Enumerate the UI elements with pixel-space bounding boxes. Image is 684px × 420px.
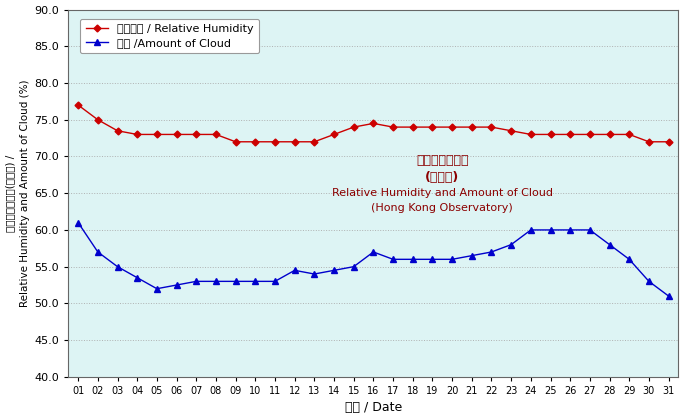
- Line: 相對濕度 / Relative Humidity: 相對濕度 / Relative Humidity: [76, 102, 671, 144]
- 雲量 /Amount of Cloud: [547, 227, 555, 232]
- 相對濕度 / Relative Humidity: [291, 139, 299, 144]
- 雲量 /Amount of Cloud: [330, 268, 338, 273]
- 相對濕度 / Relative Humidity: [468, 125, 476, 130]
- Line: 雲量 /Amount of Cloud: 雲量 /Amount of Cloud: [75, 219, 672, 299]
- 雲量 /Amount of Cloud: [94, 249, 102, 255]
- X-axis label: 日期 / Date: 日期 / Date: [345, 402, 402, 415]
- 雲量 /Amount of Cloud: [389, 257, 397, 262]
- Text: (天文台): (天文台): [425, 171, 460, 184]
- 相對濕度 / Relative Humidity: [94, 117, 102, 122]
- 相對濕度 / Relative Humidity: [311, 139, 319, 144]
- 雲量 /Amount of Cloud: [192, 279, 200, 284]
- 相對濕度 / Relative Humidity: [566, 132, 575, 137]
- 相對濕度 / Relative Humidity: [153, 132, 161, 137]
- 相對濕度 / Relative Humidity: [212, 132, 220, 137]
- 雲量 /Amount of Cloud: [645, 279, 653, 284]
- 雲量 /Amount of Cloud: [153, 286, 161, 291]
- 雲量 /Amount of Cloud: [448, 257, 456, 262]
- 雲量 /Amount of Cloud: [251, 279, 259, 284]
- 雲量 /Amount of Cloud: [566, 227, 575, 232]
- 雲量 /Amount of Cloud: [664, 294, 672, 299]
- 雲量 /Amount of Cloud: [271, 279, 279, 284]
- 雲量 /Amount of Cloud: [311, 271, 319, 276]
- 雲量 /Amount of Cloud: [488, 249, 496, 255]
- 雲量 /Amount of Cloud: [507, 242, 515, 247]
- 相對濕度 / Relative Humidity: [172, 132, 181, 137]
- 雲量 /Amount of Cloud: [625, 257, 633, 262]
- 相對濕度 / Relative Humidity: [271, 139, 279, 144]
- 相對濕度 / Relative Humidity: [330, 132, 338, 137]
- 相對濕度 / Relative Humidity: [389, 125, 397, 130]
- 雲量 /Amount of Cloud: [212, 279, 220, 284]
- 相對濕度 / Relative Humidity: [645, 139, 653, 144]
- 雲量 /Amount of Cloud: [369, 249, 378, 255]
- 相對濕度 / Relative Humidity: [507, 128, 515, 133]
- 相對濕度 / Relative Humidity: [527, 132, 535, 137]
- 相對濕度 / Relative Humidity: [114, 128, 122, 133]
- 雲量 /Amount of Cloud: [231, 279, 239, 284]
- 相對濕度 / Relative Humidity: [350, 125, 358, 130]
- 雲量 /Amount of Cloud: [428, 257, 436, 262]
- Text: 相對濕度及雲量: 相對濕度及雲量: [416, 154, 469, 167]
- 相對濕度 / Relative Humidity: [133, 132, 142, 137]
- 相對濕度 / Relative Humidity: [369, 121, 378, 126]
- 雲量 /Amount of Cloud: [172, 283, 181, 288]
- 雲量 /Amount of Cloud: [350, 264, 358, 269]
- 雲量 /Amount of Cloud: [527, 227, 535, 232]
- 相對濕度 / Relative Humidity: [251, 139, 259, 144]
- 相對濕度 / Relative Humidity: [74, 102, 82, 108]
- 相對濕度 / Relative Humidity: [448, 125, 456, 130]
- Legend: 相對濕度 / Relative Humidity, 雲量 /Amount of Cloud: 相對濕度 / Relative Humidity, 雲量 /Amount of …: [80, 19, 259, 53]
- Text: Relative Humidity and Amount of Cloud: Relative Humidity and Amount of Cloud: [332, 188, 553, 198]
- Y-axis label: 相對濕度及雲量(百分比) /
Relative Humidity and Amount of Cloud (%): 相對濕度及雲量(百分比) / Relative Humidity and Amo…: [5, 79, 30, 307]
- 相對濕度 / Relative Humidity: [664, 139, 672, 144]
- 相對濕度 / Relative Humidity: [488, 125, 496, 130]
- 雲量 /Amount of Cloud: [586, 227, 594, 232]
- 相對濕度 / Relative Humidity: [428, 125, 436, 130]
- 相對濕度 / Relative Humidity: [605, 132, 614, 137]
- 相對濕度 / Relative Humidity: [192, 132, 200, 137]
- 雲量 /Amount of Cloud: [133, 275, 142, 280]
- 雲量 /Amount of Cloud: [408, 257, 417, 262]
- 雲量 /Amount of Cloud: [74, 220, 82, 225]
- 雲量 /Amount of Cloud: [605, 242, 614, 247]
- 相對濕度 / Relative Humidity: [408, 125, 417, 130]
- 相對濕度 / Relative Humidity: [231, 139, 239, 144]
- 雲量 /Amount of Cloud: [114, 264, 122, 269]
- 相對濕度 / Relative Humidity: [547, 132, 555, 137]
- 相對濕度 / Relative Humidity: [586, 132, 594, 137]
- 雲量 /Amount of Cloud: [468, 253, 476, 258]
- Text: (Hong Kong Observatory): (Hong Kong Observatory): [371, 203, 513, 213]
- 雲量 /Amount of Cloud: [291, 268, 299, 273]
- 相對濕度 / Relative Humidity: [625, 132, 633, 137]
